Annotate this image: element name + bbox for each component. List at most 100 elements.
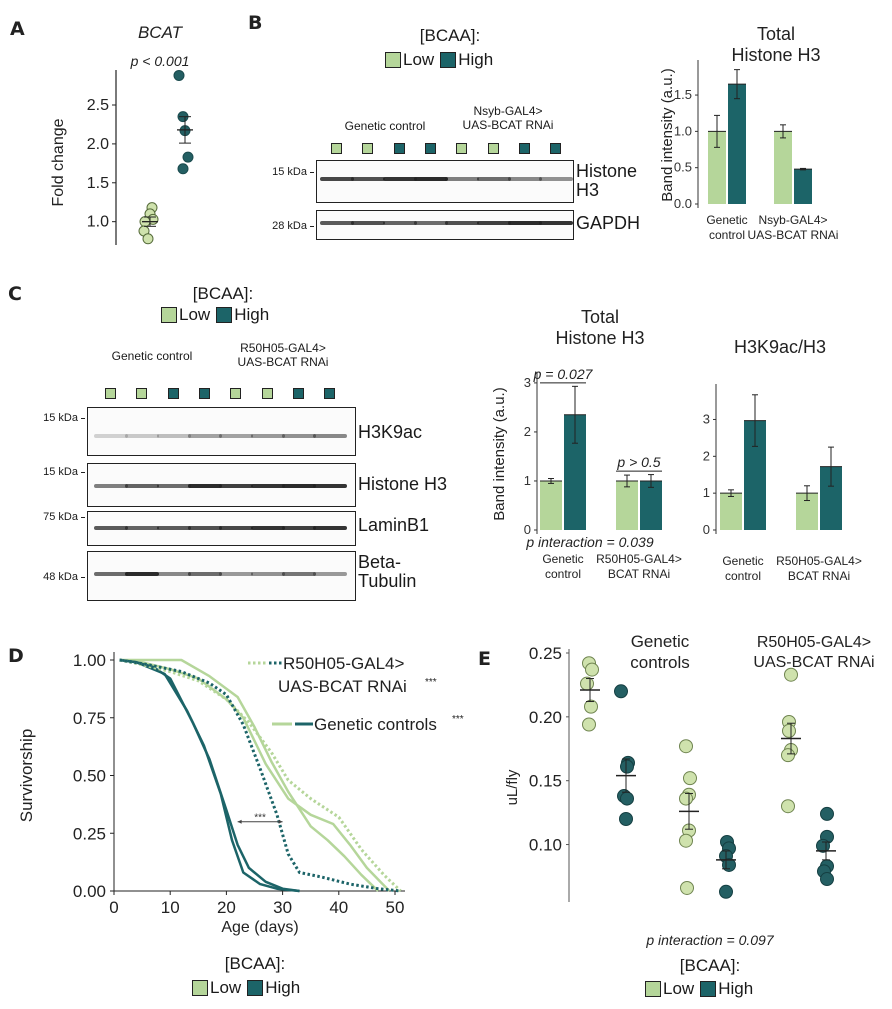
legend-label-low: Low — [663, 979, 695, 998]
bar-low — [774, 131, 792, 204]
blot-row — [316, 210, 574, 240]
legend-c-title: [BCAA]: — [192, 284, 254, 303]
chart-title: Total Histone H3 — [555, 307, 644, 348]
data-point-low — [679, 833, 693, 848]
data-point-low — [680, 880, 694, 895]
blot-band — [445, 221, 480, 225]
blot-protein-label: H3K9ac — [358, 422, 423, 442]
blot-band — [351, 221, 386, 225]
kda-marker: 15 kDa — [254, 166, 314, 178]
legend-swatch-high — [216, 307, 233, 323]
data-point-low — [683, 771, 697, 786]
lane-condition-low — [230, 388, 242, 399]
legend-c: Low High — [161, 305, 275, 325]
lane-condition-high — [198, 388, 210, 399]
blot-band — [94, 526, 128, 530]
legend-swatch-low — [192, 980, 208, 996]
blot-row — [87, 551, 356, 601]
panel-letter-a: A — [10, 18, 25, 40]
chart-c-total-h3: Total Histone H3 0 1 2 3 Band intensity (a.u.)… — [491, 307, 682, 581]
bar-low — [708, 131, 726, 204]
lane-condition-high — [393, 143, 405, 154]
x-tick-label: 40 — [329, 898, 348, 917]
blot-band — [187, 484, 222, 488]
y-tick-label: 0.25 — [73, 824, 106, 843]
data-point-high — [177, 163, 189, 175]
blot-protein-label: Histone H3 — [358, 474, 448, 494]
blot-band — [539, 221, 573, 225]
y-tick-label: 0 — [703, 522, 710, 537]
data-point-high — [820, 872, 834, 887]
legend-label-high: High — [458, 50, 494, 69]
blot-band — [250, 484, 285, 488]
blot-protein-label: Histone H3 — [576, 161, 638, 200]
blot-band — [351, 177, 386, 181]
legend-swatch-high — [440, 52, 457, 68]
lane-condition-high — [518, 143, 530, 154]
y-tick-label: 0.50 — [73, 767, 106, 786]
y-tick-label: 0.25 — [529, 644, 562, 663]
p-interaction-label: p interaction = 0.097 — [645, 932, 774, 948]
blot-band — [413, 177, 448, 181]
data-point-low — [584, 699, 598, 714]
y-tick-label: 2 — [524, 424, 531, 439]
data-point-low — [781, 799, 795, 814]
x-category-label: Genetic control — [706, 213, 747, 242]
blot-protein-label: GAPDH — [576, 213, 641, 233]
data-point-low — [679, 791, 693, 806]
data-point-low — [782, 723, 796, 738]
p-value-annotation: p < 0.001 — [130, 53, 190, 69]
x-category-label: Genetic control — [542, 552, 583, 581]
survival-curve-low-solid — [119, 658, 379, 892]
blot-band — [250, 572, 285, 576]
y-tick-label: 0 — [524, 522, 531, 537]
kda-marker: 75 kDa — [25, 511, 85, 523]
bar-low — [796, 493, 818, 530]
blot-band — [313, 434, 348, 438]
blot-band — [281, 572, 316, 576]
bracket-label: *** — [254, 813, 266, 824]
legend-sig-controls: *** — [452, 714, 464, 725]
legend-label-high: High — [718, 979, 754, 998]
legend-swatch-low — [161, 307, 177, 323]
panel-letter-d: D — [8, 645, 24, 667]
chart-title: BCAT — [138, 23, 184, 42]
blot-band — [507, 177, 542, 181]
blot-row — [87, 463, 356, 507]
chart-a-bcat: BCAT p < 0.001 1.0 1.5 2.0 2.5 Fold change — [50, 23, 194, 245]
data-point-low — [781, 748, 795, 763]
blot-band — [281, 526, 316, 530]
y-tick-label: 1.00 — [73, 651, 106, 670]
survival-curve-low-dotted — [119, 658, 402, 893]
bar-low — [540, 480, 562, 530]
blot-band — [125, 572, 160, 576]
blot-band — [219, 434, 254, 438]
data-point-low — [582, 717, 596, 732]
bar-low — [616, 480, 638, 530]
y-axis-label: Band intensity (a.u.) — [491, 387, 508, 520]
blot-group-label: Genetic control — [344, 119, 426, 133]
data-point-high — [619, 812, 633, 826]
blot-group-label: R50H05-GAL4> UAS-BCAT RNAi — [237, 341, 329, 369]
chart-title: Total Histone H3 — [731, 24, 820, 65]
y-axis-label: Survivorship — [17, 729, 36, 823]
x-category-label: Genetic control — [722, 554, 763, 583]
data-point-high — [614, 684, 628, 699]
bar-high — [794, 169, 812, 204]
legend-swatch-high — [247, 980, 264, 996]
blot-band — [281, 484, 316, 488]
bar-low — [720, 493, 742, 530]
data-point-high — [620, 791, 634, 806]
legend-d: Low High — [192, 978, 306, 998]
x-category-label: R50H05-GAL4> BCAT RNAi — [776, 554, 862, 583]
legend-d-title: [BCAA]: — [224, 954, 286, 973]
y-tick-label: 1 — [524, 473, 531, 488]
blot-band — [413, 221, 448, 225]
kda-marker: 28 kDa — [254, 220, 314, 232]
blot-row — [87, 511, 356, 546]
y-tick-label: 3 — [524, 375, 531, 390]
blot-band — [250, 434, 285, 438]
blot-band — [94, 434, 128, 438]
blot-band — [156, 484, 191, 488]
